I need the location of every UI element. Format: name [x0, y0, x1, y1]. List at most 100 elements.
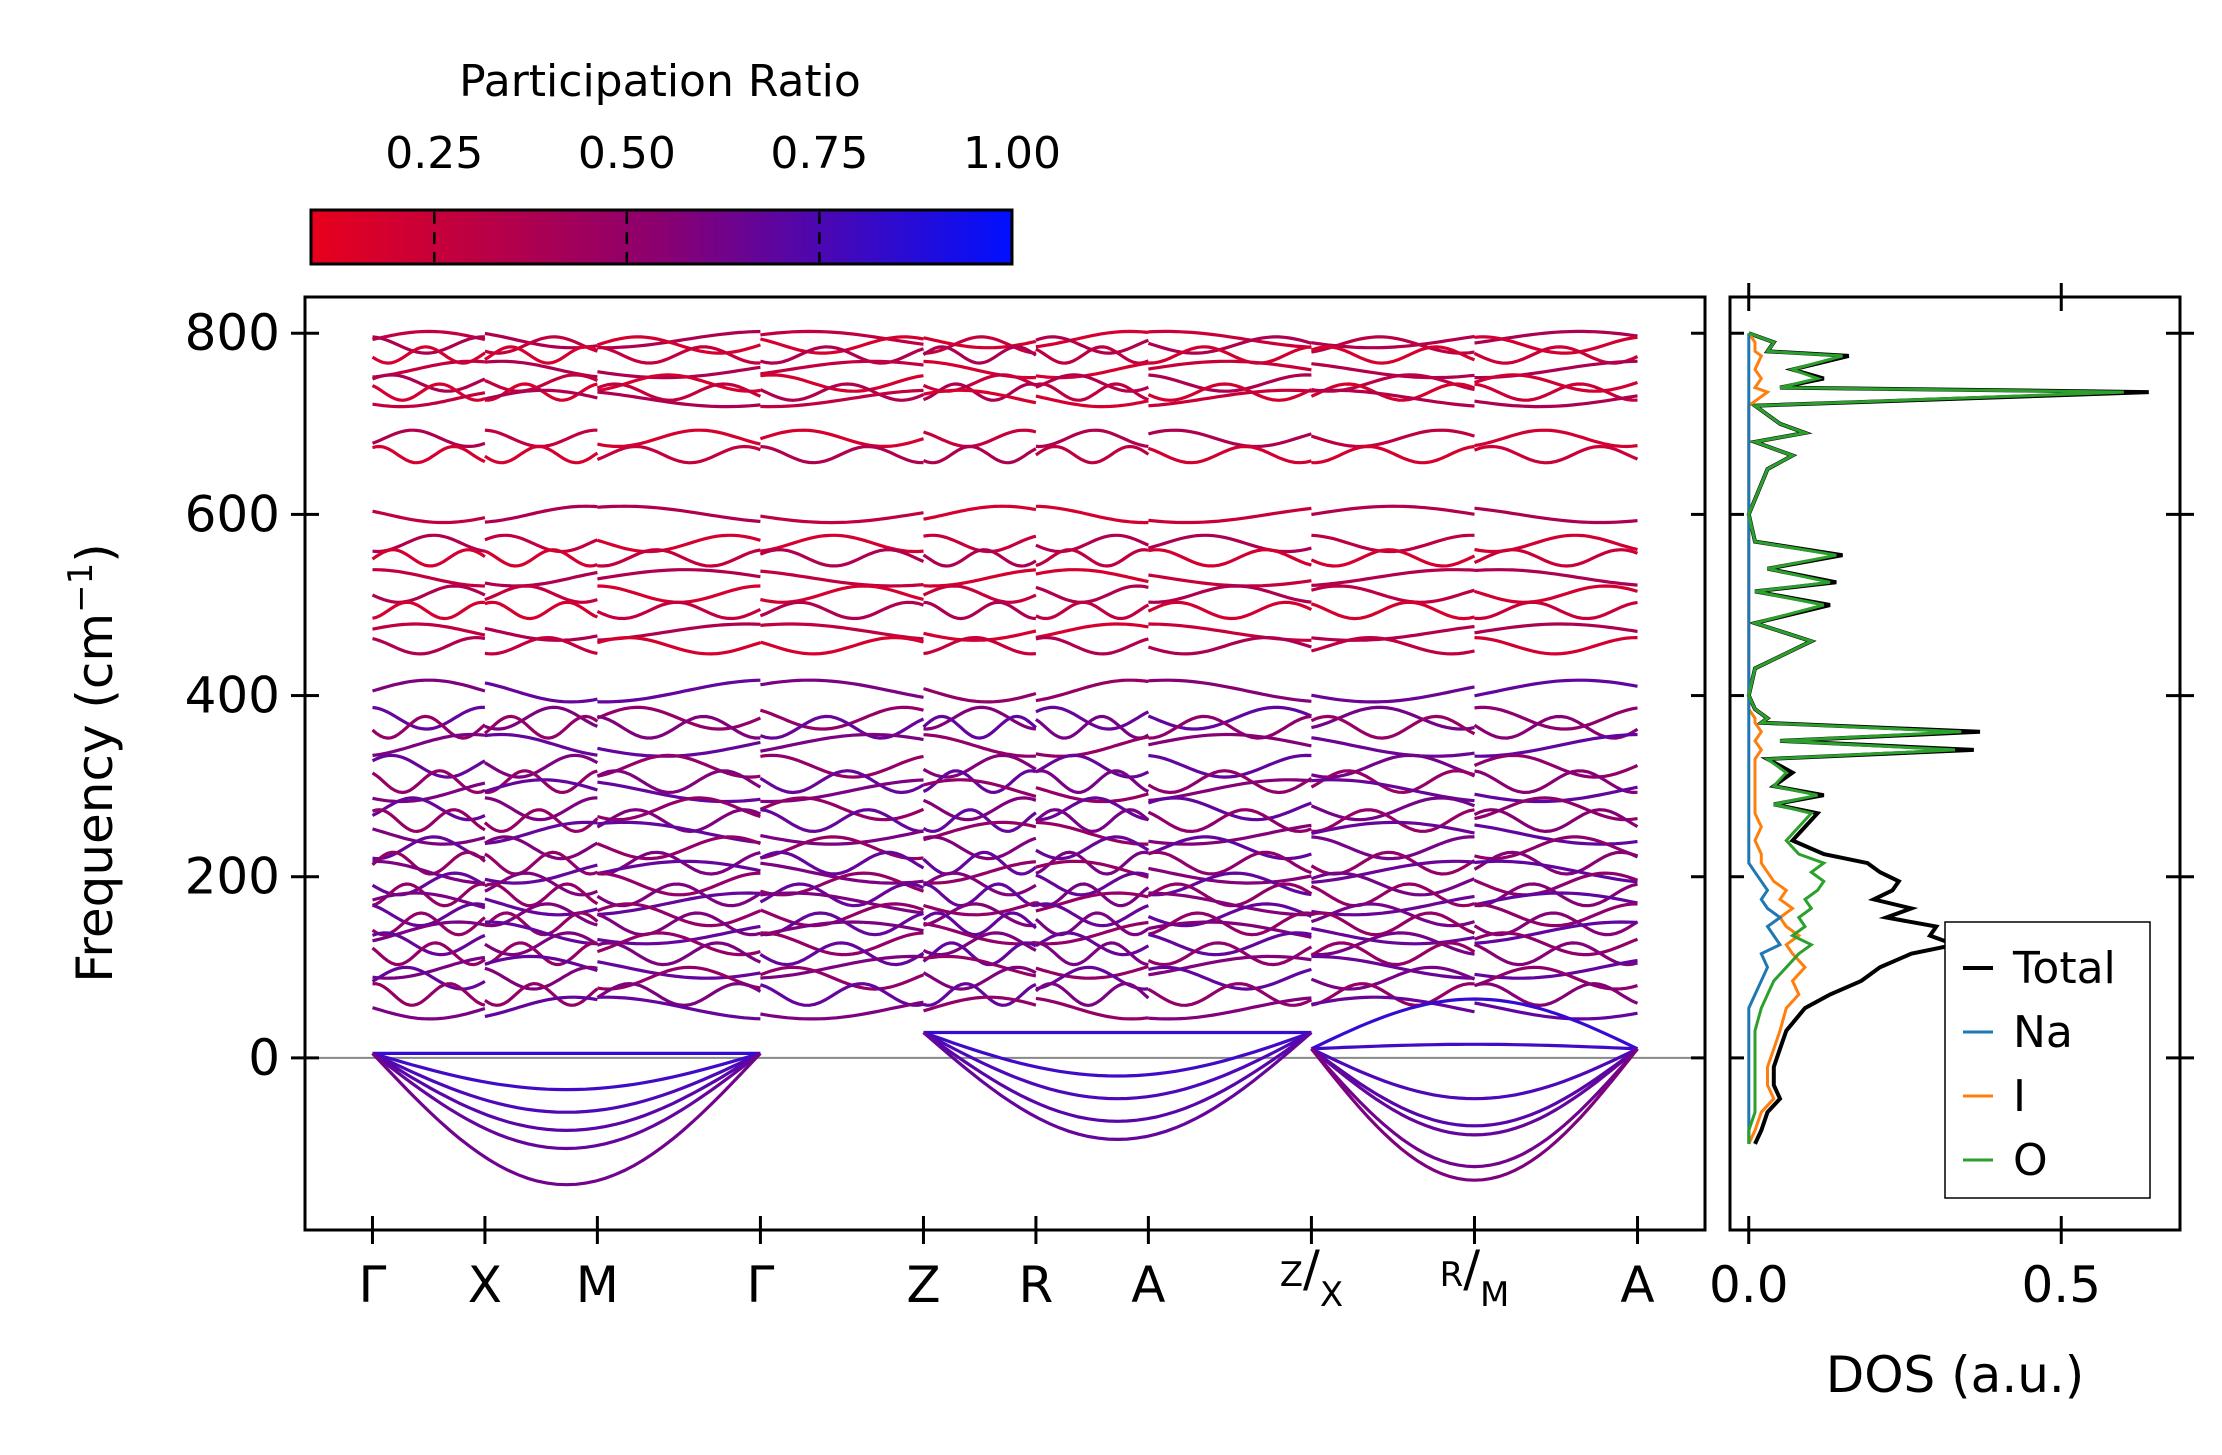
soft-mode-line	[1310, 1047, 1639, 1137]
band-line	[1311, 931, 1475, 957]
band-line	[923, 568, 1036, 588]
k-point-label: R/M	[1440, 1240, 1510, 1315]
band-line	[372, 859, 485, 885]
band-line	[597, 891, 761, 916]
band-line	[1035, 850, 1149, 876]
dos-panel-frame	[1728, 295, 2182, 1232]
band-line	[1474, 705, 1638, 731]
band-line	[1147, 444, 1312, 465]
band-line	[1035, 504, 1149, 525]
band-line	[760, 753, 924, 779]
band-line	[484, 920, 598, 946]
band-line	[484, 548, 598, 568]
band-line	[596, 335, 761, 355]
band-line	[597, 345, 761, 365]
band-line	[372, 781, 486, 804]
band-line	[1035, 835, 1150, 861]
band-line	[1148, 996, 1312, 1021]
band-line	[922, 808, 1037, 833]
band-line	[1473, 871, 1639, 897]
band-line	[922, 796, 1037, 822]
band-line	[922, 444, 1037, 465]
band-line	[371, 428, 486, 448]
band-line	[1474, 568, 1638, 587]
band-line	[759, 600, 924, 621]
band-line	[484, 882, 599, 908]
band-line	[1474, 506, 1638, 525]
band-line	[1310, 600, 1475, 621]
band-line	[372, 835, 486, 861]
band-line	[597, 548, 761, 568]
band-lines	[371, 329, 1639, 1187]
band-line	[923, 733, 1036, 758]
band-line	[1474, 382, 1638, 402]
band-line	[1473, 911, 1639, 937]
band-line	[923, 635, 1037, 656]
band-line	[923, 778, 1037, 798]
band-line	[1148, 506, 1312, 525]
band-line	[923, 954, 1037, 978]
band-line	[1474, 920, 1638, 945]
band-line	[1147, 635, 1312, 656]
band-line	[597, 924, 761, 946]
soft-mode-line	[1310, 1047, 1639, 1169]
band-line	[1310, 941, 1476, 967]
band-line	[1474, 678, 1638, 698]
band-line	[1474, 636, 1638, 656]
band-line	[597, 678, 761, 704]
band-line	[1311, 624, 1475, 642]
y-tick-label: 400	[185, 667, 280, 725]
x-axis-label: DOS (a.u.)	[1826, 1346, 2085, 1404]
band-line	[1148, 954, 1312, 977]
soft-mode-line	[371, 1052, 762, 1187]
band-line	[371, 753, 486, 779]
band-line	[760, 511, 924, 525]
band-line	[1310, 871, 1476, 897]
band-line	[1474, 902, 1638, 928]
band-line	[760, 732, 924, 753]
band-line	[923, 995, 1037, 1013]
band-line	[1034, 981, 1150, 1008]
dos-x-tick-label: 0.0	[1709, 1256, 1789, 1314]
band-line	[1147, 796, 1312, 822]
colorbar: Participation Ratio 0.25 0.50 0.75 1.00	[309, 56, 1061, 266]
band-line	[372, 982, 486, 1007]
band-line	[484, 796, 598, 822]
band-line	[760, 622, 924, 641]
band-line	[922, 584, 1037, 604]
band-line	[597, 365, 761, 380]
soft-mode-line	[922, 1031, 1313, 1142]
band-line	[1311, 685, 1475, 704]
colorbar-tick-label: 0.50	[578, 128, 676, 179]
band-line	[1148, 373, 1312, 393]
k-point-label-sup: R	[1440, 1255, 1464, 1295]
band-line	[1035, 820, 1149, 846]
band-line	[759, 882, 925, 908]
band-line	[1310, 714, 1476, 740]
band-line	[1035, 394, 1149, 409]
k-point-label: M	[576, 1256, 619, 1314]
band-line	[597, 568, 761, 581]
band-line	[596, 769, 762, 795]
band-line	[1148, 965, 1312, 991]
band-line	[484, 584, 598, 604]
band-line	[1148, 548, 1312, 568]
band-line	[484, 428, 598, 448]
band-line	[1035, 996, 1149, 1021]
colorbar-label: Participation Ratio	[459, 56, 861, 107]
band-line	[759, 796, 925, 822]
band-line	[759, 850, 925, 876]
band-line	[923, 428, 1037, 449]
band-line	[760, 444, 924, 465]
band-line	[1474, 785, 1638, 804]
band-line	[1147, 769, 1313, 795]
band-line	[1310, 796, 1476, 822]
band-line	[483, 808, 599, 834]
y-axis-label-suffix: )	[66, 543, 124, 563]
band-line	[923, 902, 1037, 928]
band-line	[1473, 808, 1639, 834]
band-line	[1148, 345, 1312, 365]
band-line	[597, 859, 761, 876]
legend: Total Na IO	[1944, 921, 2151, 1199]
soft-mode-line	[371, 1052, 762, 1133]
